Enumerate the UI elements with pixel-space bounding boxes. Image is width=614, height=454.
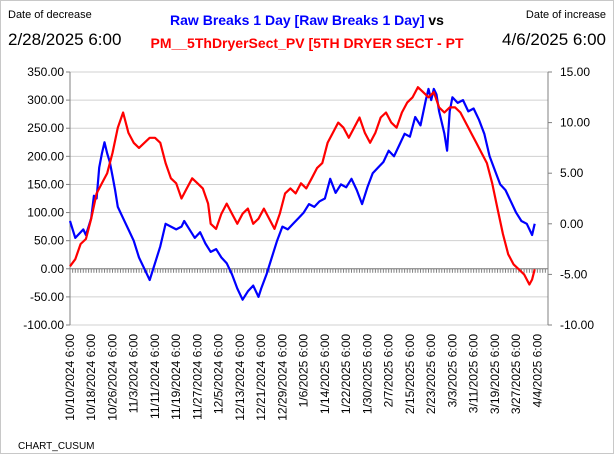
x-tick-label: 11/19/2024 6:00 [169,334,183,420]
right-date: 4/6/2025 6:00 [502,30,606,49]
y-left-tick-label: 0.00 [41,262,65,276]
x-tick-label: 4/4/2025 6:00 [530,334,544,408]
y-left-tick-label: 150.00 [27,177,64,191]
chart-subtitle: PM__5ThDryerSect_PV [5TH DRYER SECT - PT [150,35,464,51]
y-left-tick-label: 50.00 [34,234,64,248]
y-right-tick-label: -10.00 [560,318,594,332]
x-tick-label: 11/11/2024 6:00 [148,334,162,419]
x-tick-label: 12/13/2024 6:00 [233,334,247,421]
x-tick-label: 3/19/2025 6:00 [488,334,502,414]
left-caption: Date of decrease [8,9,92,21]
series-blue-line [68,87,536,301]
x-tick-label: 10/10/2024 6:00 [63,334,77,421]
y-right-tick-label: 5.00 [560,166,584,180]
y-right-tick-label: 10.00 [560,116,590,130]
x-tick-label: 3/27/2025 6:00 [509,334,523,414]
x-tick-label: 2/15/2025 6:00 [403,334,417,414]
chart-title: Raw Breaks 1 Day [Raw Breaks 1 Day] vs [0,11,614,29]
y-right-tick-label: 0.00 [560,217,584,231]
x-tick-label: 1/14/2025 6:00 [318,334,332,414]
x-tick-label: 1/6/2025 6:00 [297,334,311,408]
title-vs: vs [428,12,444,28]
x-tick-label: 1/22/2025 6:00 [339,334,353,414]
footer-label: CHART_CUSUM [18,441,95,452]
x-tick-label: 2/7/2025 6:00 [382,334,396,408]
y-right-tick-label: -5.00 [560,267,588,281]
y-left-tick-label: 200.00 [27,149,64,163]
right-caption: Date of increase [525,9,606,21]
y-left-tick-label: -50.00 [30,290,64,304]
x-tick-label: 2/23/2025 6:00 [424,334,438,414]
y-left-tick-label: 350.00 [27,65,64,79]
x-tick-label: 11/27/2024 6:00 [190,334,204,420]
y-left-tick-label: -100.00 [23,318,64,332]
left-date: 2/28/2025 6:00 [8,30,122,49]
title-blue: Raw Breaks 1 Day [Raw Breaks 1 Day] [170,12,425,28]
x-tick-label: 3/11/2025 6:00 [467,334,481,414]
y-right-tick-label: 15.00 [560,65,590,79]
x-tick-label: 11/3/2024 6:00 [127,334,141,414]
series-red-line [69,86,536,286]
x-tick-label: 12/21/2024 6:00 [254,334,268,421]
x-tick-label: 12/5/2024 6:00 [212,334,226,414]
y-left-tick-label: 300.00 [27,93,64,107]
x-tick-label: 10/18/2024 6:00 [84,334,98,421]
y-left-tick-label: 100.00 [27,206,64,220]
x-tick-label: 1/30/2025 6:00 [360,334,374,414]
x-tick-label: 10/26/2024 6:00 [105,334,119,421]
x-tick-label: 3/3/2025 6:00 [445,334,459,408]
y-left-tick-label: 250.00 [27,121,64,135]
x-tick-label: 12/29/2024 6:00 [275,334,289,421]
